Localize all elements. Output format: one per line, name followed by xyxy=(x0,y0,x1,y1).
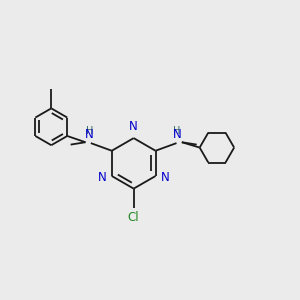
Text: H: H xyxy=(173,126,181,136)
Text: N: N xyxy=(129,120,138,133)
Text: Cl: Cl xyxy=(128,211,140,224)
Text: N: N xyxy=(173,128,182,141)
Text: N: N xyxy=(98,171,106,184)
Text: H: H xyxy=(86,126,93,136)
Text: N: N xyxy=(161,171,170,184)
Text: N: N xyxy=(85,128,94,141)
